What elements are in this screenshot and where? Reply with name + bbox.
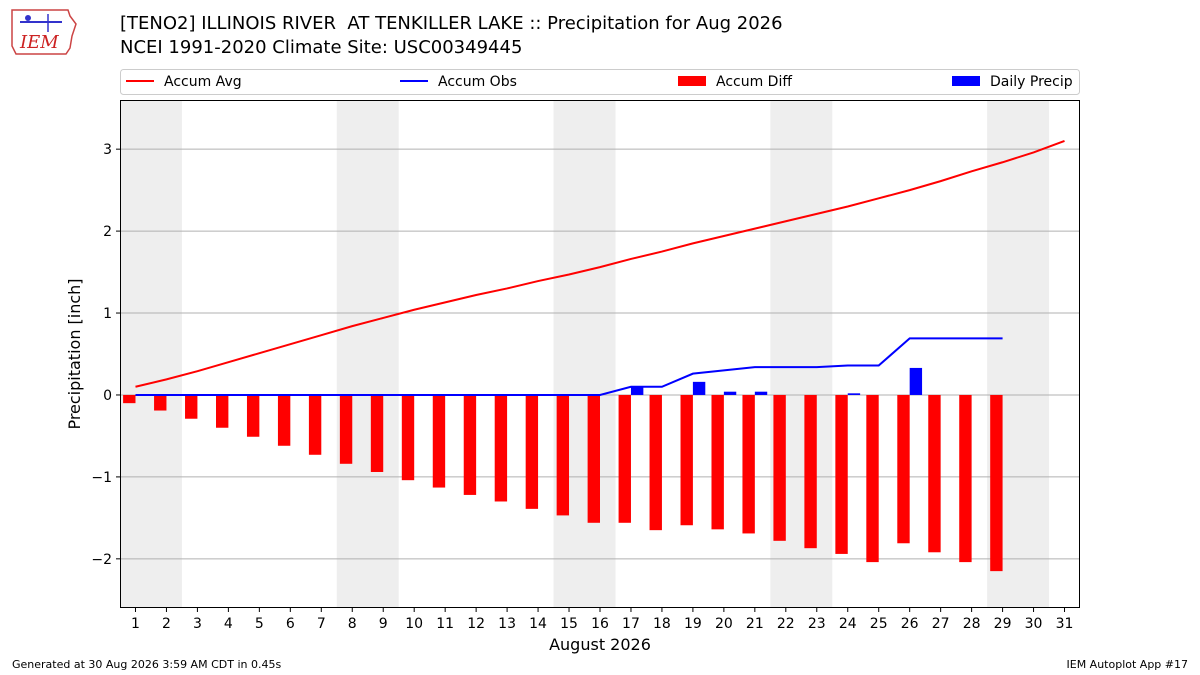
accum-diff-bar xyxy=(432,394,446,488)
weekend-band xyxy=(336,100,399,608)
accum-obs-line xyxy=(135,337,1003,396)
legend-swatch-daily-precip xyxy=(952,76,980,86)
accum-diff-bar xyxy=(680,394,693,526)
accum-diff-bar xyxy=(216,394,229,428)
iem-logo: IEM xyxy=(11,9,77,55)
accum-diff-bar xyxy=(959,394,972,563)
legend-label-accum-obs: Accum Obs xyxy=(438,74,517,90)
daily-precip-bar xyxy=(630,386,644,395)
x-tick-label: 8 xyxy=(348,616,357,632)
x-tick-label: 22 xyxy=(777,616,795,632)
footer-app: IEM Autoplot App #17 xyxy=(1066,658,1189,671)
x-tick-label: 24 xyxy=(839,616,857,632)
x-tick-label: 13 xyxy=(498,616,516,632)
accum-diff-bar xyxy=(185,394,198,419)
weekend-band xyxy=(553,100,616,608)
x-tick-label: 29 xyxy=(994,616,1012,632)
chart-title: [TENO2] ILLINOIS RIVER AT TENKILLER LAKE… xyxy=(120,13,783,34)
x-tick-label: 31 xyxy=(1056,616,1074,632)
x-tick-label: 2 xyxy=(162,616,171,632)
y-tick-label: 0 xyxy=(103,388,112,404)
accum-diff-bar xyxy=(618,394,631,523)
accum-diff-bar xyxy=(773,394,786,541)
y-tick-label: 3 xyxy=(103,142,112,158)
accum-diff-bar xyxy=(804,394,817,549)
y-tick-label: −2 xyxy=(91,552,112,568)
logo-dot xyxy=(25,15,31,21)
accum-diff-bar xyxy=(990,394,1003,572)
x-tick-label: 11 xyxy=(436,616,454,632)
accum-diff-bar xyxy=(339,394,353,464)
x-axis-label: August 2026 xyxy=(549,635,651,654)
x-tick-label: 25 xyxy=(870,616,888,632)
accum-diff-bar xyxy=(525,394,539,509)
legend-label-accum-avg: Accum Avg xyxy=(164,74,242,90)
x-tick-label: 23 xyxy=(808,616,826,632)
accum-diff-bar xyxy=(711,394,724,530)
accum-diff-bar xyxy=(401,394,415,481)
x-tick-label: 12 xyxy=(467,616,485,632)
accum-diff-bar xyxy=(587,394,600,523)
x-tick-label: 14 xyxy=(529,616,547,632)
accum-diff-bar xyxy=(742,394,755,534)
accum-diff-bar xyxy=(277,394,291,446)
daily-precip-bar xyxy=(847,393,861,395)
y-axis-label: Precipitation [inch] xyxy=(65,278,84,429)
weekend-band xyxy=(120,100,182,608)
x-tick-label: 3 xyxy=(193,616,202,632)
x-tick-label: 16 xyxy=(591,616,609,632)
x-tick-label: 21 xyxy=(746,616,764,632)
x-tick-label: 7 xyxy=(317,616,326,632)
accum-diff-bar xyxy=(897,394,910,544)
y-tick-label: 1 xyxy=(103,306,112,322)
plot-frame xyxy=(120,100,1080,608)
legend-swatch-accum-diff xyxy=(678,76,706,86)
iowa-state-outline xyxy=(11,9,77,55)
x-tick-label: 9 xyxy=(379,616,388,632)
accum-diff-bar xyxy=(835,394,848,554)
accum-diff-bar xyxy=(463,394,477,495)
legend-label-daily-precip: Daily Precip xyxy=(990,74,1073,90)
footer-generated: Generated at 30 Aug 2026 3:59 AM CDT in … xyxy=(12,658,282,671)
legend: Accum Avg Accum Obs Accum Diff Daily Precip xyxy=(120,69,1080,95)
daily-precip-bar xyxy=(692,381,706,395)
x-tick-label: 6 xyxy=(286,616,295,632)
daily-precip-bar xyxy=(754,391,768,395)
accum-diff-bar xyxy=(556,394,570,516)
x-tick-label: 18 xyxy=(653,616,671,632)
y-tick-label: −1 xyxy=(91,470,112,486)
x-tick-label: 26 xyxy=(901,616,919,632)
x-tick-label: 27 xyxy=(932,616,950,632)
x-tick-label: 30 xyxy=(1025,616,1043,632)
x-tick-label: 20 xyxy=(715,616,733,632)
accum-diff-bar xyxy=(123,394,136,404)
accum-diff-bar xyxy=(246,394,260,437)
accum-diff-bar xyxy=(370,394,384,472)
accum-diff-bar xyxy=(866,394,879,563)
x-tick-label: 10 xyxy=(405,616,423,632)
accum-diff-bar xyxy=(649,394,662,531)
accum-diff-bar xyxy=(154,394,167,411)
x-tick-label: 28 xyxy=(963,616,981,632)
accum-diff-bar xyxy=(308,394,322,455)
chart-subtitle: NCEI 1991-2020 Climate Site: USC00349445 xyxy=(120,37,523,58)
x-tick-label: 4 xyxy=(224,616,233,632)
legend-label-accum-diff: Accum Diff xyxy=(716,74,792,90)
x-tick-label: 5 xyxy=(255,616,264,632)
accum-avg-line xyxy=(135,140,1065,388)
daily-precip-bar xyxy=(723,391,737,395)
daily-precip-bar xyxy=(909,367,923,395)
accum-diff-bar xyxy=(494,394,508,502)
legend-box xyxy=(120,69,1080,95)
accum-diff-bar xyxy=(928,394,941,553)
x-tick-label: 17 xyxy=(622,616,640,632)
x-tick-label: 1 xyxy=(131,616,140,632)
logo-text: IEM xyxy=(19,32,59,53)
x-tick-label: 19 xyxy=(684,616,702,632)
y-tick-label: 2 xyxy=(103,224,112,240)
x-tick-label: 15 xyxy=(560,616,578,632)
